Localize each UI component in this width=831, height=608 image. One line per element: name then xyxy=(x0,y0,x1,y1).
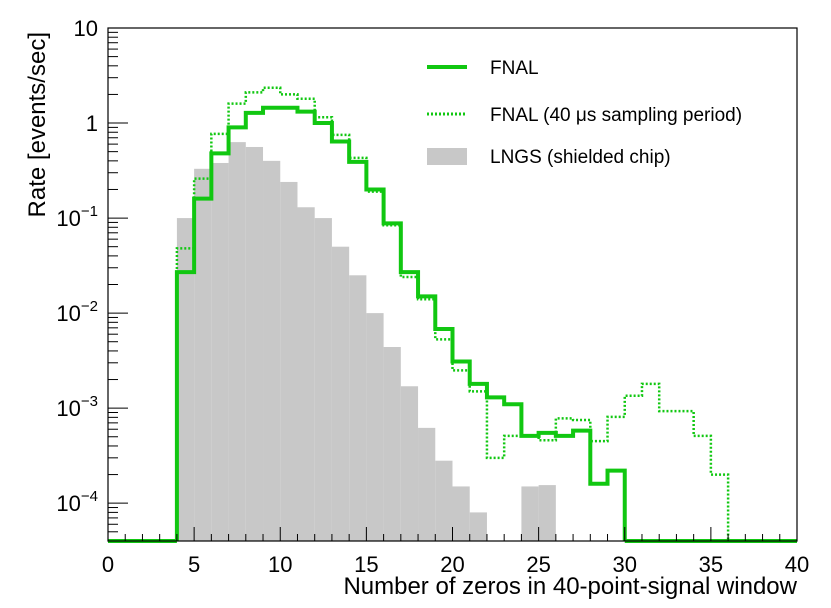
legend-label-fnal: FNAL xyxy=(490,58,539,79)
lngs-bar xyxy=(349,275,367,541)
lngs-bar xyxy=(418,427,436,541)
lngs-bar xyxy=(228,142,246,541)
x-tick-label: 0 xyxy=(102,552,114,577)
fnal-sampling-step-line xyxy=(175,86,730,541)
y-tick-label: 10−4 xyxy=(56,488,98,516)
lngs-bar xyxy=(297,207,315,541)
x-tick-label: 20 xyxy=(440,552,464,577)
y-tick-label: 10−2 xyxy=(56,298,98,326)
x-tick-label: 5 xyxy=(188,552,200,577)
lngs-bar xyxy=(194,168,212,541)
y-axis-title: Rate [events/sec] xyxy=(24,32,51,217)
lngs-bar xyxy=(400,386,419,541)
y-tick-label: 10−3 xyxy=(56,393,98,421)
lngs-bar xyxy=(469,512,487,541)
lngs-bar xyxy=(383,346,401,541)
legend: FNAL FNAL (40 μs sampling period) LNGS (… xyxy=(427,58,742,168)
lngs-bar xyxy=(211,162,229,541)
lngs-bar xyxy=(521,486,539,541)
x-tick-label: 35 xyxy=(699,552,723,577)
fnal-sampling-series xyxy=(175,86,730,541)
y-tick-label: 10 xyxy=(74,16,98,41)
lngs-bar xyxy=(435,460,453,541)
y-tick-label: 1 xyxy=(86,111,98,136)
x-tick-label: 10 xyxy=(268,552,292,577)
legend-label-lngs: LNGS (shielded chip) xyxy=(490,147,671,168)
legend-label-fnal-sampling: FNAL (40 μs sampling period) xyxy=(490,105,742,126)
legend-swatch-lngs xyxy=(427,148,467,165)
x-axis-ticks: 0 5 10 15 20 25 30 35 40 xyxy=(102,527,809,577)
lngs-bar xyxy=(280,181,298,541)
x-axis-title: Number of zeros in 40-point-signal windo… xyxy=(343,573,797,600)
x-tick-label: 40 xyxy=(785,552,809,577)
lngs-bar xyxy=(538,485,556,541)
lngs-bar xyxy=(176,218,195,541)
x-tick-label: 15 xyxy=(354,552,378,577)
y-axis-ticks: 10−4 10−3 10−2 10−1 1 10 xyxy=(56,16,128,542)
lngs-bar xyxy=(366,313,384,541)
lngs-bar xyxy=(314,218,332,541)
lngs-series xyxy=(176,142,556,541)
x-tick-label: 30 xyxy=(613,552,637,577)
lngs-bar xyxy=(245,146,264,541)
y-tick-label: 10−1 xyxy=(56,203,98,231)
fnal-step-line xyxy=(174,105,627,541)
lngs-bar xyxy=(331,246,350,541)
x-tick-label: 25 xyxy=(526,552,550,577)
lngs-bar xyxy=(452,486,470,541)
lngs-bar xyxy=(263,160,281,541)
